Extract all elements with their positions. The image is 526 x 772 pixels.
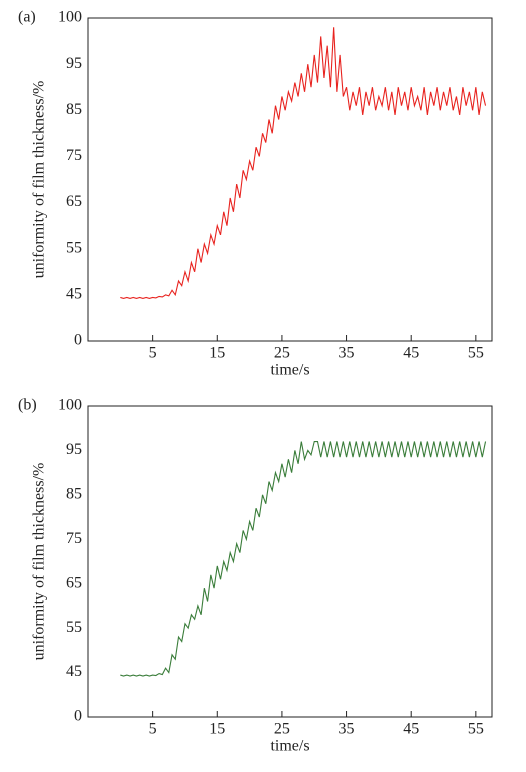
y-tick-label: 45	[66, 286, 82, 303]
y-tick-label: 0	[74, 708, 82, 725]
y-tick-label: 65	[66, 574, 82, 591]
data-line	[120, 440, 487, 677]
y-tick-label: 0	[74, 332, 82, 349]
y-tick-label: 75	[66, 530, 82, 547]
y-axis-label: uniformity of film thickness/%	[31, 81, 48, 279]
plot-frame	[87, 17, 493, 342]
y-tick-label: 45	[66, 663, 82, 680]
x-tick-label: 5	[149, 721, 157, 738]
x-tick-label: 55	[468, 721, 484, 738]
plot-frame	[87, 405, 493, 718]
y-tick-label: 95	[66, 441, 82, 458]
panel-label: (b)	[18, 397, 37, 414]
y-tick-label: 75	[66, 147, 82, 164]
x-axis-label: time/s	[270, 738, 309, 755]
x-tick-label: 15	[209, 721, 225, 738]
y-tick-label: 85	[66, 101, 82, 118]
x-tick-label: 45	[403, 721, 419, 738]
y-tick-label: 65	[66, 193, 82, 210]
y-tick-label: 100	[58, 9, 82, 26]
x-tick-label: 15	[209, 345, 225, 362]
data-line	[120, 27, 487, 300]
y-tick-label: 95	[66, 55, 82, 72]
y-axis-label: uniformity of film thickness/%	[31, 463, 48, 661]
y-tick-label: 85	[66, 486, 82, 503]
panel-label: (a)	[18, 9, 36, 26]
y-tick-label: 100	[58, 397, 82, 414]
x-tick-label: 5	[149, 345, 157, 362]
x-tick-label: 45	[403, 345, 419, 362]
y-tick-label: 55	[66, 239, 82, 256]
x-tick-label: 25	[274, 345, 290, 362]
x-axis-label: time/s	[270, 362, 309, 379]
y-tick-label: 55	[66, 619, 82, 636]
x-tick-label: 35	[339, 721, 355, 738]
x-tick-label: 55	[468, 345, 484, 362]
x-tick-label: 25	[274, 721, 290, 738]
x-tick-label: 35	[339, 345, 355, 362]
